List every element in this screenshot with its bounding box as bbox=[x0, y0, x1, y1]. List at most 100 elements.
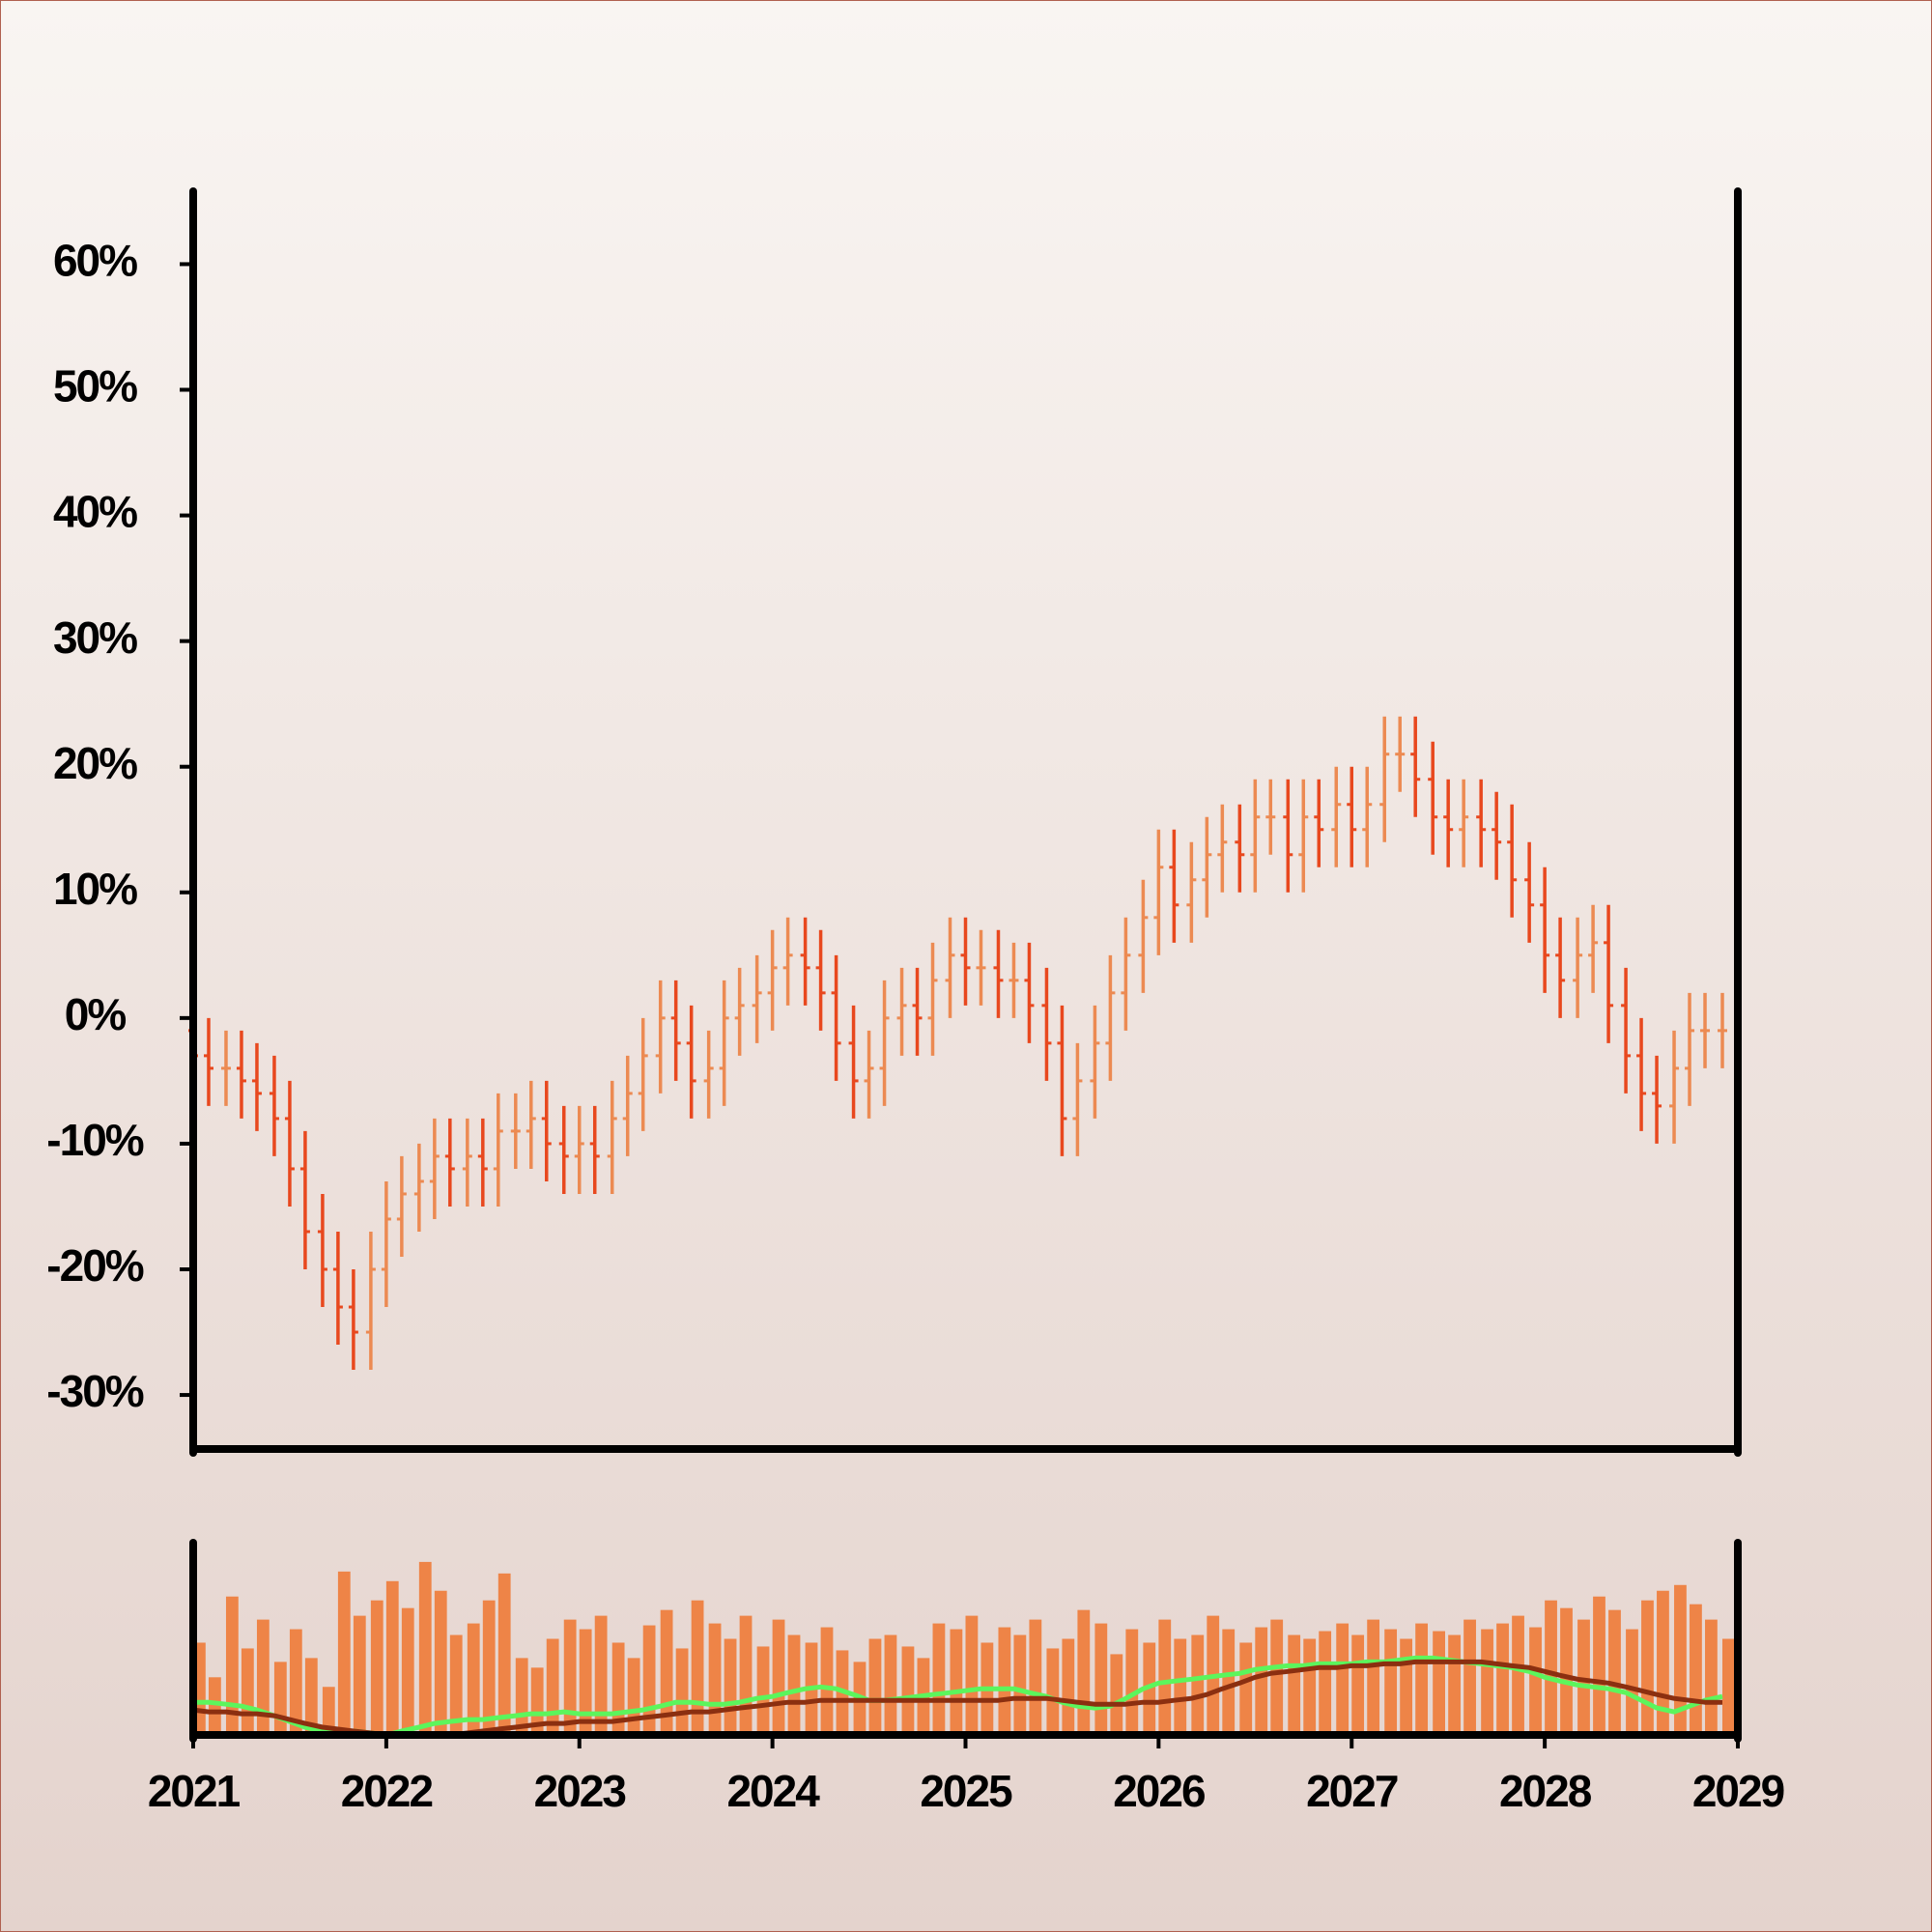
volume-bar bbox=[1512, 1615, 1524, 1735]
y-tick-label: -30% bbox=[46, 1366, 143, 1416]
volume-bar bbox=[1077, 1609, 1091, 1735]
volume-bar bbox=[482, 1600, 496, 1735]
volume-bar bbox=[1125, 1629, 1139, 1735]
volume-bar bbox=[1191, 1634, 1205, 1735]
volume-bar bbox=[1255, 1627, 1268, 1735]
volume-bar bbox=[772, 1619, 785, 1735]
volume-bar bbox=[497, 1573, 511, 1735]
volume-bar bbox=[530, 1667, 544, 1735]
volume-bar bbox=[1174, 1638, 1187, 1735]
volume-bar bbox=[1270, 1619, 1284, 1735]
y-tick-label: 20% bbox=[53, 738, 137, 788]
x-tick-label: 2026 bbox=[1113, 1766, 1205, 1816]
volume-bar bbox=[594, 1615, 608, 1735]
volume-bar bbox=[1110, 1654, 1123, 1735]
x-tick-label: 2025 bbox=[920, 1766, 1012, 1816]
volume-bar bbox=[1448, 1634, 1461, 1735]
volume-bar bbox=[515, 1658, 528, 1735]
volume-bar bbox=[546, 1638, 559, 1735]
volume-bar bbox=[756, 1646, 770, 1735]
volume-bar bbox=[1222, 1629, 1236, 1735]
volume-bar bbox=[1303, 1638, 1317, 1735]
volume-bar bbox=[225, 1596, 239, 1735]
volume-bar bbox=[370, 1600, 384, 1735]
volume-bar bbox=[563, 1619, 577, 1735]
volume-bar bbox=[304, 1658, 318, 1735]
volume-bar bbox=[691, 1600, 704, 1735]
y-tick-label: 0% bbox=[65, 989, 127, 1039]
volume-bar bbox=[1384, 1629, 1398, 1735]
volume-bar bbox=[787, 1634, 801, 1735]
volume-bar bbox=[1288, 1634, 1301, 1735]
x-tick-label: 2021 bbox=[148, 1766, 241, 1816]
volume-bar bbox=[1400, 1638, 1413, 1735]
volume-bar bbox=[1463, 1619, 1476, 1735]
x-tick-label: 2023 bbox=[534, 1766, 626, 1816]
volume-bar bbox=[1481, 1629, 1493, 1735]
volume-bar bbox=[449, 1634, 463, 1735]
volume-bar bbox=[1351, 1634, 1365, 1735]
volume-bar bbox=[1239, 1642, 1253, 1735]
volume-bar bbox=[579, 1629, 592, 1735]
volume-bar bbox=[965, 1615, 979, 1735]
volume-bar bbox=[434, 1590, 447, 1735]
volume-bar bbox=[273, 1662, 287, 1735]
volume-bar bbox=[1029, 1619, 1042, 1735]
x-tick-label: 2027 bbox=[1306, 1766, 1398, 1816]
volume-bar bbox=[337, 1571, 351, 1735]
volume-bar bbox=[1415, 1623, 1429, 1735]
y-tick-label: 40% bbox=[53, 487, 137, 537]
volume-bar bbox=[256, 1619, 270, 1735]
volume-bar bbox=[1593, 1596, 1605, 1735]
volume-bar bbox=[385, 1580, 399, 1735]
volume-bar bbox=[353, 1615, 366, 1735]
volume-bar bbox=[1529, 1627, 1542, 1735]
volume-bar bbox=[627, 1658, 640, 1735]
volume-bar bbox=[322, 1687, 335, 1735]
volume-bar bbox=[401, 1607, 414, 1735]
volume-bar bbox=[1641, 1600, 1654, 1735]
volume-bar bbox=[675, 1648, 689, 1735]
volume-bar bbox=[467, 1623, 480, 1735]
x-tick-label: 2024 bbox=[726, 1766, 820, 1816]
volume-bar bbox=[1657, 1590, 1669, 1735]
volume-bar bbox=[1062, 1638, 1075, 1735]
volume-bar bbox=[901, 1646, 915, 1735]
volume-bar bbox=[1577, 1619, 1590, 1735]
volume-bar bbox=[1626, 1629, 1638, 1735]
volume-bar bbox=[1046, 1648, 1060, 1735]
volume-bar bbox=[724, 1638, 737, 1735]
volume-bar bbox=[1545, 1600, 1557, 1735]
volume-bar bbox=[950, 1629, 963, 1735]
volume-bar bbox=[1367, 1619, 1380, 1735]
volume-bar bbox=[1705, 1619, 1718, 1735]
volume-bar bbox=[1608, 1609, 1621, 1735]
volume-bar bbox=[1158, 1619, 1172, 1735]
volume-bar bbox=[1336, 1623, 1350, 1735]
y-tick-label: 30% bbox=[53, 612, 137, 663]
y-tick-label: -10% bbox=[46, 1115, 143, 1165]
volume-bar bbox=[1560, 1607, 1573, 1735]
volume-bar bbox=[241, 1648, 254, 1735]
volume-bar bbox=[1433, 1631, 1445, 1735]
volume-bar bbox=[208, 1677, 221, 1735]
volume-bar bbox=[1722, 1638, 1735, 1735]
volume-bar bbox=[998, 1627, 1011, 1735]
volume-bar bbox=[868, 1638, 882, 1735]
volume-bar bbox=[418, 1561, 432, 1735]
y-tick-label: 50% bbox=[53, 361, 137, 412]
volume-bar bbox=[884, 1634, 897, 1735]
y-tick-label: 10% bbox=[53, 864, 137, 914]
volume-bar bbox=[708, 1623, 722, 1735]
volume-bar bbox=[1094, 1623, 1108, 1735]
x-tick-label: 2029 bbox=[1692, 1766, 1784, 1816]
y-tick-label: -20% bbox=[46, 1240, 143, 1291]
volume-bar bbox=[1319, 1631, 1332, 1735]
volume-bar bbox=[1690, 1604, 1702, 1735]
volume-bar bbox=[1496, 1623, 1509, 1735]
volume-bar bbox=[1013, 1634, 1027, 1735]
x-tick-label: 2022 bbox=[341, 1766, 433, 1816]
x-tick-label: 2028 bbox=[1499, 1766, 1592, 1816]
